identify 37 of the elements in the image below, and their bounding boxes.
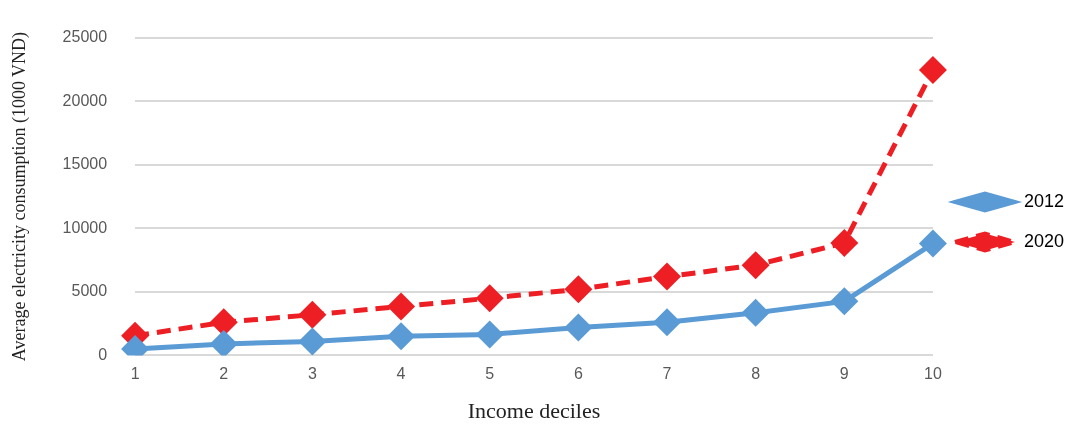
x-tick-label: 9 xyxy=(839,365,849,383)
point xyxy=(653,262,681,291)
point xyxy=(830,287,859,316)
point xyxy=(830,228,859,257)
point xyxy=(387,322,416,351)
point xyxy=(564,275,593,304)
point xyxy=(209,329,238,356)
x-tick-label: 8 xyxy=(751,365,761,383)
point xyxy=(387,292,416,321)
y-axis-title: Average electricity consumption (1000 VND) xyxy=(8,31,30,362)
x-tick-label: 3 xyxy=(307,365,317,383)
legend-label: 2020 xyxy=(1023,230,1064,251)
y-tick-label: 5000 xyxy=(71,282,108,300)
x-tick-label: 7 xyxy=(662,365,672,383)
y-tick-label: 0 xyxy=(98,345,108,363)
legend-label: 2012 xyxy=(1023,190,1064,211)
point xyxy=(653,308,681,337)
x-tick-label: 10 xyxy=(924,365,942,383)
x-tick-label: 5 xyxy=(485,365,495,383)
point xyxy=(918,229,947,258)
point xyxy=(918,56,947,85)
point xyxy=(741,251,770,280)
y-tick-label: 25000 xyxy=(62,28,108,46)
x-axis-title: Income deciles xyxy=(467,397,601,423)
x-tick-label: 6 xyxy=(573,365,583,383)
point xyxy=(475,320,504,349)
point xyxy=(564,313,593,342)
point xyxy=(475,284,504,313)
x-tick-label: 2 xyxy=(219,365,229,383)
y-tick-label: 10000 xyxy=(62,218,108,236)
point xyxy=(298,300,327,329)
point xyxy=(741,298,770,327)
x-tick-label: 1 xyxy=(130,365,140,383)
point xyxy=(298,327,327,356)
x-tick-label: 4 xyxy=(396,365,406,383)
y-tick-label: 20000 xyxy=(62,91,108,109)
y-tick-label: 15000 xyxy=(62,155,108,173)
